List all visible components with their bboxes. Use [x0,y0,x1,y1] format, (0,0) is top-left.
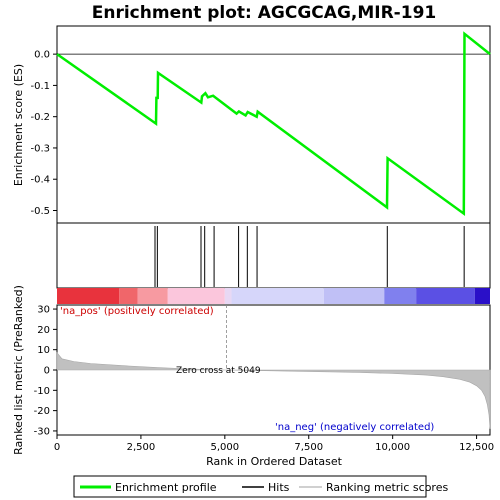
x-tick-label: 0 [54,442,60,453]
legend-label-hits: Hits [268,481,290,494]
x-tick-label: 12,500 [459,442,494,453]
x-tick-label: 7,500 [294,442,323,453]
enrichment-profile-line [56,31,491,217]
chart-title: Enrichment plot: AGCGCAG,MIR-191 [92,3,436,23]
hits-panel-frame [56,222,491,289]
es-y-axis-label: Enrichment score (ES) [12,64,25,186]
es-y-tick-label: -0.3 [30,143,50,154]
rank-bar-segment [231,288,324,304]
rank-bar-segment [224,288,232,304]
positive-correlation-label: 'na_pos' (positively correlated) [60,306,214,317]
rank-bar-segment [57,288,120,304]
legend-label-ranking-metric: Ranking metric scores [326,481,448,494]
ranked-metric-panel: 30 20 10 0 -10 -20 -30 0 2,500 5,000 7,500 10,000 1… [12,285,494,468]
rank-bar-segment [416,288,475,304]
metric-y-tick-label: 10 [37,345,50,356]
metric-y-tick-label: 0 [44,366,50,377]
rank-bar-segment [384,288,417,304]
metric-y-tick-label: 30 [37,305,50,316]
zero-cross-label: Zero cross at 5049 [176,366,261,376]
es-y-tick-label: -0.2 [30,112,50,123]
x-tick-label: 10,000 [375,442,410,453]
rank-color-bar [57,288,490,304]
x-axis-label: Rank in Ordered Dataset [206,455,343,468]
metric-y-tick-label: 20 [37,325,50,336]
rank-bar-segment [167,288,225,304]
ranking-metric-area [56,351,491,429]
es-y-tick-label: -0.5 [30,206,50,217]
rank-bar-segment [323,288,385,304]
x-tick-label: 5,000 [211,442,240,453]
rank-bar-segment [137,288,168,304]
enrichment-score-panel: 0.0 -0.1 -0.2 -0.3 -0.4 -0.5 Enrichment score… [12,25,491,224]
negative-correlation-label: 'na_neg' (negatively correlated) [275,422,434,433]
x-tick-label: 2,500 [127,442,156,453]
metric-y-tick-label: -30 [34,426,50,437]
legend: Enrichment profile Hits Ranking metric s… [73,475,448,498]
es-y-tick-label: -0.1 [30,81,50,92]
rank-bar-segment [119,288,138,304]
es-y-tick-label: 0.0 [34,50,50,61]
legend-label-enrichment-profile: Enrichment profile [115,481,217,494]
metric-y-tick-label: -20 [34,406,50,417]
hits-panel [56,222,491,289]
metric-y-axis-label: Ranked list metric (PreRanked) [12,285,25,455]
metric-y-tick-label: -10 [34,386,50,397]
rank-bar-segment [474,288,490,304]
es-y-tick-label: -0.4 [30,175,50,186]
